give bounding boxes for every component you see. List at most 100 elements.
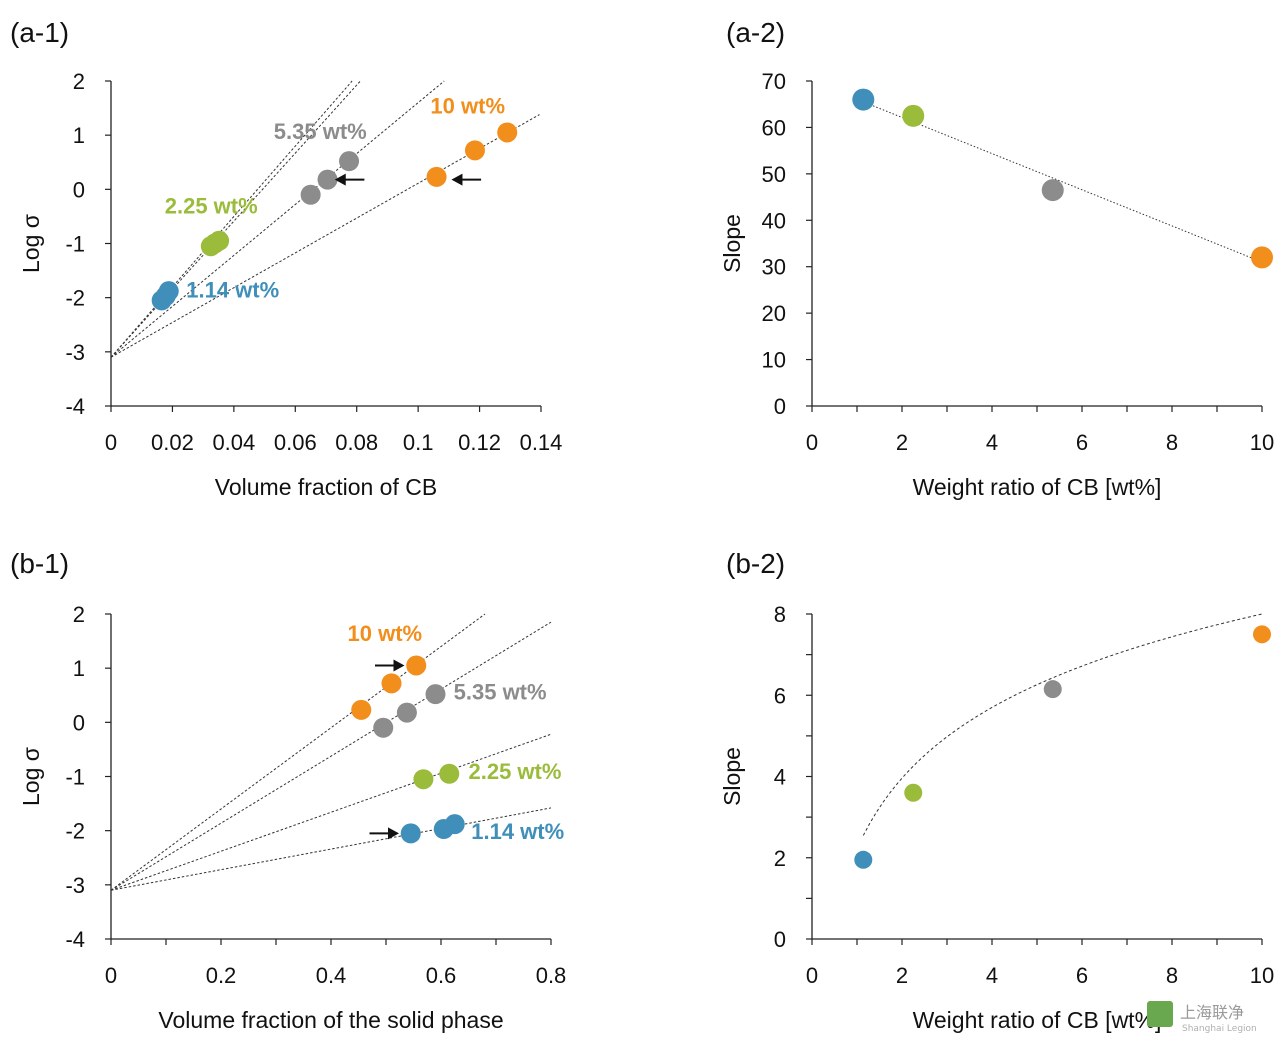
- y-tick-label: -4: [65, 394, 85, 419]
- y-tick-label: 2: [774, 846, 786, 871]
- x-tick-label: 8: [1166, 963, 1178, 988]
- x-tick-label: 0: [806, 963, 818, 988]
- x-tick-label: 0.04: [212, 430, 255, 455]
- x-tick-label: 0.2: [206, 963, 237, 988]
- arrow-head: [388, 827, 399, 840]
- x-tick-label: 0.14: [520, 430, 563, 455]
- y-tick-label: 70: [762, 69, 786, 94]
- fit-line: [110, 733, 552, 891]
- chart-panel-b2: (b-2) 0 2 4 6 8 0 2 4 6 8 10 Weight ratio of CB [wt%…: [719, 548, 1274, 1033]
- y-tick-label: 0: [774, 394, 786, 419]
- y-tick-label: -4: [65, 927, 85, 952]
- y-axis-title: Slope: [719, 214, 745, 273]
- y-tick-label: 6: [774, 683, 786, 708]
- y-tick-label: -1: [65, 232, 85, 257]
- panel-label: (a-1): [10, 17, 69, 48]
- y-tick-label: 0: [73, 177, 85, 202]
- chart-panel-a2: (a-2) 0 10 20 30 40 50 60 70 0 2 4 6 8 10 Weight ratio …: [719, 17, 1274, 500]
- fit-line: [110, 613, 486, 891]
- y-tick-label: -3: [65, 340, 85, 365]
- y-tick-label: 0: [774, 927, 786, 952]
- y-tick-label: -3: [65, 873, 85, 898]
- data-point: [1043, 680, 1062, 699]
- x-axis-title: Weight ratio of CB [wt%]: [913, 1007, 1162, 1033]
- data-point: [351, 699, 372, 720]
- x-tick-label: 6: [1076, 963, 1088, 988]
- series-label: 10 wt%: [430, 94, 505, 119]
- arrow-head: [451, 173, 463, 186]
- data-point: [1251, 246, 1273, 269]
- x-tick-label: 4: [986, 963, 998, 988]
- x-tick-label: 0.02: [151, 430, 194, 455]
- x-tick-label: 4: [986, 430, 998, 455]
- x-tick-label: 0.8: [536, 963, 567, 988]
- series-label: 5.35 wt%: [274, 119, 367, 144]
- fit-line: [110, 80, 445, 358]
- y-tick-label: 1: [73, 123, 85, 148]
- x-tick-label: 2: [896, 430, 908, 455]
- y-tick-label: 60: [762, 115, 786, 140]
- watermark-logo-text: 上海联净: [1180, 1003, 1244, 1022]
- watermark-sub-text: Shanghai Legion: [1182, 1024, 1257, 1034]
- arrow-head: [334, 173, 346, 186]
- x-tick-label: 10: [1250, 430, 1274, 455]
- y-axis-title: Slope: [719, 747, 745, 806]
- panel-label: (b-1): [10, 548, 69, 579]
- data-point: [439, 763, 460, 784]
- data-point: [444, 814, 465, 835]
- data-point: [300, 184, 321, 205]
- x-tick-label: 0.6: [426, 963, 457, 988]
- y-tick-label: 8: [774, 602, 786, 627]
- y-tick-label: 4: [774, 765, 786, 790]
- x-tick-label: 8: [1166, 430, 1178, 455]
- x-tick-label: 10: [1250, 963, 1274, 988]
- series-label: 5.35 wt%: [454, 680, 547, 705]
- data-point: [317, 169, 338, 190]
- y-tick-label: 0: [73, 710, 85, 735]
- trend-curve: [862, 613, 1263, 836]
- fit-line: [110, 621, 552, 891]
- x-tick-label: 6: [1076, 430, 1088, 455]
- data-point: [406, 655, 427, 676]
- chart-panel-a1: (a-1) -4 -3 -2 -1 0 1 2 0 0.02 0.04 0.06 0.08 0.1 0.12…: [10, 17, 562, 500]
- data-point: [209, 230, 230, 251]
- series-label: 2.25 wt%: [469, 759, 562, 784]
- y-tick-label: 50: [762, 162, 786, 187]
- series-label: 1.14 wt%: [186, 278, 279, 303]
- watermark-logo-icon: [1147, 1001, 1173, 1027]
- data-point: [158, 281, 179, 302]
- y-tick-label: 2: [73, 602, 85, 627]
- x-tick-label: 0: [105, 963, 117, 988]
- x-tick-label: 0: [806, 430, 818, 455]
- watermark: 上海联净 Shanghai Legion: [1147, 1001, 1257, 1034]
- y-tick-label: 2: [73, 69, 85, 94]
- series-label: 2.25 wt%: [165, 194, 258, 219]
- series-label: 1.14 wt%: [471, 819, 564, 844]
- data-point: [339, 151, 360, 172]
- x-axis-title: Volume fraction of the solid phase: [158, 1007, 503, 1033]
- data-point: [1253, 625, 1271, 644]
- data-point: [497, 122, 518, 143]
- x-tick-label: 0.12: [458, 430, 501, 455]
- data-point: [852, 88, 875, 111]
- data-point: [381, 673, 402, 694]
- x-axis-title: Volume fraction of CB: [215, 474, 437, 500]
- data-point: [1041, 179, 1064, 202]
- data-point: [396, 702, 417, 723]
- panel-label: (b-2): [726, 548, 785, 579]
- x-tick-label: 0.08: [335, 430, 378, 455]
- data-point: [425, 684, 446, 705]
- series-label: 10 wt%: [348, 621, 423, 646]
- arrow-head: [393, 659, 405, 672]
- y-tick-label: 20: [762, 301, 786, 326]
- data-point: [904, 783, 923, 802]
- y-tick-label: -2: [65, 819, 85, 844]
- x-tick-label: 0.06: [274, 430, 317, 455]
- data-point: [464, 140, 485, 161]
- data-point: [413, 769, 434, 790]
- y-axis-title: Log σ: [18, 214, 44, 273]
- panel-label: (a-2): [726, 17, 785, 48]
- data-point: [902, 104, 925, 127]
- x-tick-label: 0: [105, 430, 117, 455]
